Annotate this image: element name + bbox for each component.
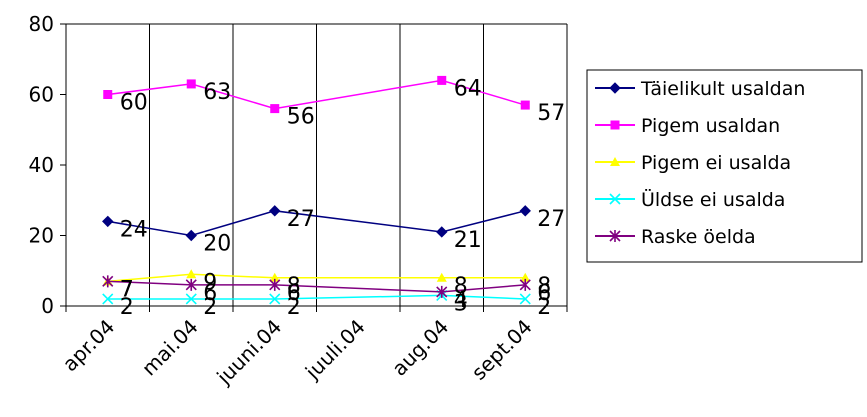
series-layer (102, 75, 531, 305)
data-label: 2 (120, 295, 134, 320)
star-marker (436, 285, 448, 298)
x-marker (269, 293, 281, 305)
diamond-marker (269, 205, 281, 217)
axes: 0 20 40 60 80 apr.04 mai.04 juuni.04 juuli.04 aug… (29, 12, 568, 390)
legend-square-marker (610, 120, 620, 130)
x-tick-label: sept.04 (467, 315, 537, 385)
data-label: 7 (120, 277, 134, 302)
series-1 (103, 75, 530, 114)
y-tick-label: 20 (29, 224, 54, 248)
x-marker (102, 293, 114, 305)
data-label: 3 (454, 291, 468, 316)
x-tick-label: juuni.04 (211, 315, 286, 390)
x-tick-label: apr.04 (58, 315, 120, 377)
triangle-marker (186, 269, 197, 279)
series-0 (102, 205, 531, 242)
legend-label: Pigem ei usalda (641, 152, 791, 174)
data-label: 24 (120, 217, 148, 242)
data-label: 6 (537, 281, 551, 306)
data-label: 20 (203, 232, 231, 257)
data-label: 4 (454, 288, 468, 313)
square-marker (437, 75, 447, 85)
y-tick-label: 60 (29, 83, 54, 107)
series-3 (102, 289, 531, 305)
data-label: 8 (454, 274, 468, 299)
triangle-marker (269, 272, 280, 282)
legend-entry: Pigem usaldan (595, 115, 780, 137)
diamond-marker (102, 215, 114, 228)
y-tick-label: 0 (41, 294, 54, 318)
triangle-marker (520, 272, 531, 282)
diamond-marker (436, 226, 448, 238)
legend-entry: Täielikult usaldan (595, 78, 805, 100)
legend-label: Täielikult usaldan (640, 78, 805, 100)
legend-entry: Raske öelda (595, 226, 756, 248)
data-label: 2 (287, 295, 301, 320)
square-marker (186, 79, 196, 89)
legend-triangle-marker (610, 157, 620, 166)
data-label: 63 (203, 80, 231, 105)
legend-star-marker (609, 230, 621, 242)
y-tick-label: 40 (29, 153, 54, 177)
diamond-marker (519, 205, 531, 217)
x-marker (519, 293, 531, 305)
data-label: 27 (537, 207, 565, 232)
square-marker (103, 90, 113, 99)
legend: Täielikult usaldan Pigem usaldan Pigem ei … (586, 69, 863, 263)
star-marker (102, 275, 114, 288)
series-4 (102, 275, 531, 298)
legend-label: Üldse ei usalda (641, 188, 785, 211)
legend-label: Raske öelda (641, 226, 756, 248)
diamond-marker (185, 229, 197, 242)
square-marker (520, 100, 530, 110)
legend-entry: Pigem ei usalda (595, 152, 791, 174)
star-marker (185, 278, 197, 291)
data-label: 9 (203, 270, 217, 295)
legend-diamond-marker (609, 82, 621, 94)
data-label: 64 (454, 76, 482, 101)
legend-box (586, 69, 863, 263)
gridlines (149, 24, 484, 306)
triangle-marker (436, 272, 447, 282)
star-marker (519, 278, 531, 291)
legend-x-marker (609, 193, 621, 205)
square-marker (270, 104, 280, 114)
data-label: 8 (537, 274, 551, 299)
x-tick-label: mai.04 (137, 315, 203, 381)
data-label: 6 (203, 281, 217, 306)
x-marker (185, 293, 197, 305)
x-tick-label: juuli.04 (300, 315, 370, 385)
legend-label: Pigem usaldan (641, 115, 780, 137)
y-tick-label: 80 (29, 12, 54, 36)
star-marker (269, 278, 281, 291)
data-label: 8 (287, 274, 301, 299)
data-label: 7 (120, 277, 134, 302)
data-label: 56 (287, 105, 315, 130)
data-label: 27 (287, 207, 315, 232)
data-label: 60 (120, 91, 148, 116)
data-label: 2 (203, 295, 217, 320)
data-label: 6 (287, 281, 301, 306)
data-label: 2 (537, 295, 551, 320)
data-label: 21 (454, 228, 482, 253)
legend-entry: Üldse ei usalda (595, 188, 785, 211)
data-label: 57 (537, 101, 565, 126)
x-tick-label: aug.04 (387, 315, 453, 381)
